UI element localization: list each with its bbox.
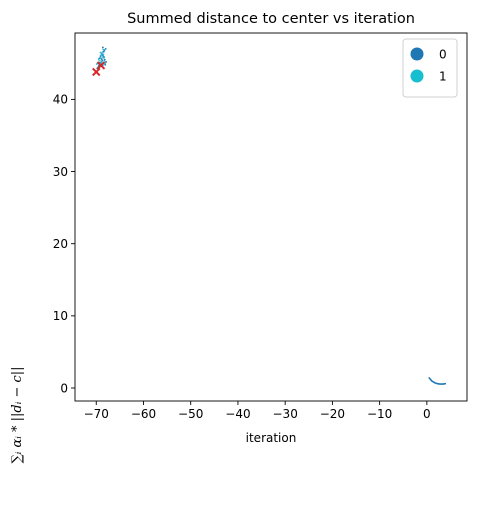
data-point [101, 54, 103, 56]
data-point [103, 57, 105, 59]
legend-label: 0 [439, 47, 447, 61]
legend-marker [411, 70, 424, 83]
x-tick-label: −50 [178, 407, 203, 421]
y-tick-label: 0 [60, 381, 68, 395]
data-point [105, 48, 107, 50]
chart-figure: Summed distance to center vs iteration −… [0, 0, 503, 455]
y-axis-label: ∑ᵢ αᵢ * ||dᵢ − c|| [8, 300, 28, 530]
legend-label: 1 [439, 69, 447, 83]
x-tick-label: −40 [225, 407, 250, 421]
chart-title: Summed distance to center vs iteration [127, 11, 415, 27]
y-tick-label: 10 [53, 309, 68, 323]
series-line-0 [429, 378, 445, 384]
x-axis-label: iteration [246, 431, 297, 445]
data-point [98, 58, 100, 60]
x-tick-label: 0 [423, 407, 431, 421]
y-tick-label: 20 [53, 237, 68, 251]
legend-box [403, 39, 457, 97]
legend: 01 [403, 39, 457, 97]
data-point [103, 49, 105, 51]
data-point [100, 62, 102, 64]
y-tick-label: 40 [53, 93, 68, 107]
data-point [96, 63, 98, 65]
legend-marker [411, 48, 424, 61]
x-tick-label: −10 [367, 407, 392, 421]
x-tick-label: −30 [273, 407, 298, 421]
data-point [100, 52, 102, 54]
data-point [102, 47, 104, 49]
data-point [104, 59, 106, 61]
x-tick-label: −20 [320, 407, 345, 421]
plot-area [93, 47, 446, 385]
x-marker [93, 68, 100, 75]
x-tick-label: −70 [84, 407, 109, 421]
y-tick-label: 30 [53, 165, 68, 179]
x-tick-label: −60 [131, 407, 156, 421]
chart-svg: Summed distance to center vs iteration −… [0, 0, 503, 455]
